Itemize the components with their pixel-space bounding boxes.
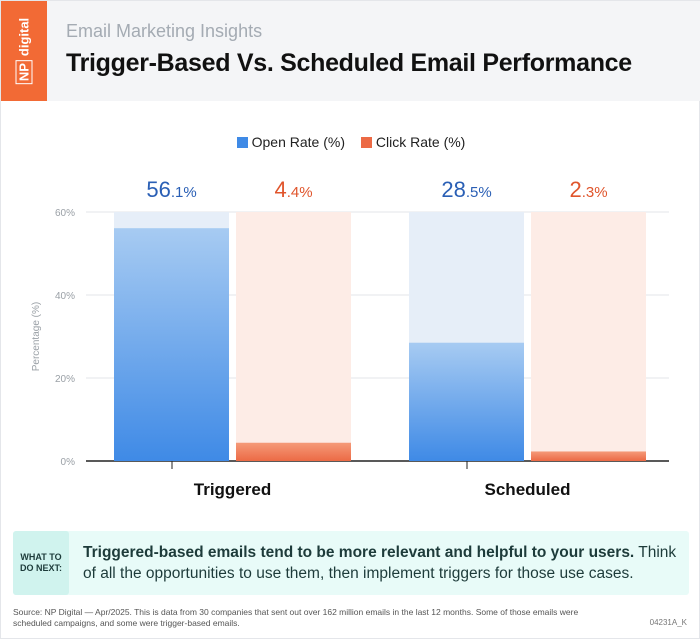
tip-rest: Think of all the opportunities to use th… (83, 544, 677, 582)
data-label: 2.3% (569, 177, 607, 202)
bar-open-triggered (114, 228, 229, 461)
tip-bold: Triggered-based emails tend to be more r… (83, 544, 635, 561)
legend-open: Open Rate (%) (236, 134, 345, 150)
bar-background (531, 212, 646, 461)
logo-np: NP (15, 60, 33, 85)
x-tick-label: Scheduled (485, 480, 571, 499)
data-label: 28.5% (441, 177, 491, 202)
what-to-do-next-box: WHAT TO DO NEXT: Triggered-based emails … (13, 531, 689, 595)
legend-swatch-click (360, 137, 372, 148)
page-title: Trigger-Based Vs. Scheduled Email Perfor… (66, 49, 632, 77)
bar-background (236, 212, 351, 461)
legend-open-label: Open Rate (%) (251, 134, 345, 150)
y-axis-label: Percentage (%) (31, 302, 42, 371)
y-tick-label: 60% (55, 208, 75, 219)
tip-text: Triggered-based emails tend to be more r… (83, 542, 679, 584)
data-label: 4.4% (274, 177, 312, 202)
y-tick-label: 0% (61, 457, 76, 468)
np-digital-logo: NP digital (1, 1, 47, 101)
legend: Open Rate (%) Click Rate (%) (1, 134, 700, 150)
y-tick-label: 20% (55, 374, 75, 385)
x-tick-label: Triggered (194, 480, 271, 499)
legend-click: Click Rate (%) (360, 134, 466, 150)
subtitle: Email Marketing Insights (66, 21, 263, 41)
header: NP digital Email Marketing Insights Trigg… (1, 1, 700, 101)
chart-code: 04231A_K (649, 618, 687, 627)
legend-click-label: Click Rate (%) (375, 134, 466, 150)
data-label: 56.1% (146, 177, 196, 202)
legend-swatch-open (236, 137, 248, 148)
y-tick-label: 40% (55, 291, 75, 302)
bar-open-scheduled (409, 342, 524, 461)
bar-chart: 0% 20% 40% 60% Percentage (%) 56.1% 4.4% Trigge… (31, 177, 669, 499)
source-note: Source: NP Digital — Apr/2025. This is d… (13, 607, 579, 628)
bar-click-scheduled (531, 451, 646, 461)
bar-click-triggered (236, 442, 351, 461)
logo-digital: digital (16, 17, 32, 57)
tip-label: WHAT TO DO NEXT: (13, 531, 69, 595)
